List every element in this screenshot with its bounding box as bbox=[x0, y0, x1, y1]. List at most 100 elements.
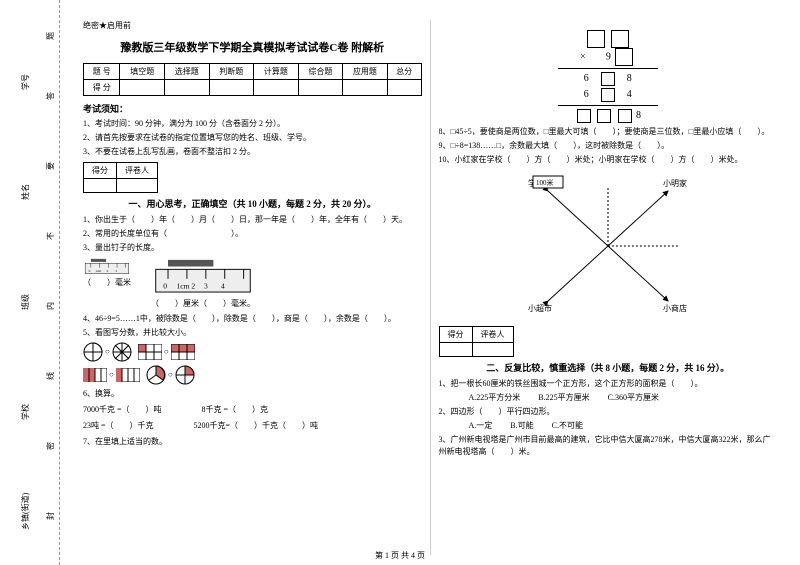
question-6: 6、换算。 bbox=[83, 388, 422, 400]
notice-2: 2、请首先按要求在试卷的指定位置填写您的姓名、班级、学号。 bbox=[83, 132, 422, 144]
svg-text:1cm: 1cm bbox=[95, 269, 101, 273]
svg-text:100米: 100米 bbox=[536, 178, 554, 187]
hint-1: 密 bbox=[45, 442, 56, 450]
score-table: 题 号 填空题 选择题 判断题 计算题 综合题 应用题 总分 得 分 bbox=[83, 63, 422, 96]
question-9: 9、□÷8=138……□，余数最大填（ ），这时被除数是（ ）。 bbox=[439, 140, 778, 152]
ruler-2: 0 1cm 2 3 4 （ ）厘米（ ）毫米。 bbox=[151, 258, 255, 309]
exam-title: 豫教版三年级数学下学期全真模拟考试试卷C卷 附解析 bbox=[83, 39, 422, 55]
d4: 4 bbox=[627, 89, 632, 100]
svg-text:4: 4 bbox=[221, 281, 225, 290]
cell: 计算题 bbox=[254, 64, 299, 80]
d3: 6 bbox=[584, 89, 589, 100]
s2q2-options: A.一定 B.可能 C.不可能 bbox=[439, 420, 778, 432]
marker-table: 得分评卷人 bbox=[83, 162, 158, 193]
circle-fraction-icon bbox=[83, 342, 103, 362]
cell: 选择题 bbox=[164, 64, 209, 80]
rect-fraction-icon bbox=[83, 368, 107, 382]
opt-b: B.225平方厘米 bbox=[538, 393, 589, 402]
hint-3: 内 bbox=[45, 302, 56, 310]
digit-box bbox=[587, 30, 605, 48]
section1-title: 一、用心思考，正确填空（共 10 小题，每题 2 分，共 20 分）。 bbox=[83, 197, 422, 210]
svg-text:0: 0 bbox=[89, 269, 91, 273]
frac-item: ○ bbox=[83, 365, 140, 385]
frac-item: ○ bbox=[146, 365, 195, 385]
ruler-1: 0 1cm 2 3 （ ）毫米 bbox=[83, 258, 131, 309]
d1: 6 bbox=[584, 73, 589, 84]
ruler-2-label: （ ）厘米（ ）毫米。 bbox=[151, 298, 255, 309]
ruler-row: 0 1cm 2 3 （ ）毫米 bbox=[83, 258, 422, 309]
cell: 评卷人 bbox=[472, 327, 513, 343]
binding-school: 学校 bbox=[20, 404, 31, 420]
underline bbox=[558, 68, 658, 69]
multiplication-problem: × 9 6 8 6 4 8 bbox=[439, 30, 778, 124]
question-1: 1、你出生于（ ）年（ ）月（ ）日，那一年是（ ）年，全年有（ ）天。 bbox=[83, 214, 422, 226]
fraction-row-2: ○ ○ bbox=[83, 365, 422, 385]
cell: 应用题 bbox=[343, 64, 388, 80]
notice-3: 3、不要在试卷上乱写乱画，卷面不整洁扣 2 分。 bbox=[83, 146, 422, 158]
left-column: 绝密★启用前 豫教版三年级数学下学期全真模拟考试试卷C卷 附解析 题 号 填空题… bbox=[75, 20, 431, 555]
q6b: 8千克 =（ ）克 bbox=[202, 404, 269, 416]
digit-box bbox=[615, 48, 633, 66]
binding-class: 班级 bbox=[20, 294, 31, 310]
cell: 得 分 bbox=[84, 80, 120, 96]
fraction-row-1: ○ ○ bbox=[83, 342, 422, 362]
mult-digit: 9 bbox=[606, 51, 611, 62]
question-2: 2、常用的长度单位有（ ）。 bbox=[83, 228, 422, 240]
binding-id: 学号 bbox=[20, 74, 31, 90]
question-8: 8、□45÷5，要使商是两位数，□里最大可填（ ）；要使商是三位数，□里最小应填… bbox=[439, 126, 778, 138]
ruler-1-label: （ ）毫米 bbox=[83, 277, 131, 288]
compass-s: 小超市 bbox=[528, 303, 552, 313]
opt-c: C.不可能 bbox=[552, 421, 583, 430]
s2-question-3: 3、广州新电视塔是广州市目前最高的建筑，它比中信大厦高278米，中信大厦高322… bbox=[439, 434, 778, 458]
opt-b: B.可能 bbox=[510, 421, 533, 430]
hint-7: 题 bbox=[45, 32, 56, 40]
hint-6: 答 bbox=[45, 92, 56, 100]
compass-diagram: 小明家 小商店 小超市 学校 100米 bbox=[518, 171, 698, 321]
binding-column: 乡镇(街道) 学校 班级 姓名 学号 封 密 线 内 不 要 答 题 bbox=[0, 0, 60, 565]
cell: 综合题 bbox=[298, 64, 343, 80]
hint-5: 要 bbox=[45, 162, 56, 170]
section2-title: 二、反复比较，慎重选择（共 8 小题，每题 2 分，共 16 分）。 bbox=[439, 361, 778, 374]
page-root: 乡镇(街道) 学校 班级 姓名 学号 封 密 线 内 不 要 答 题 绝密★启用… bbox=[0, 0, 800, 565]
conversion-row: 23吨 =（ ）千克 5200千克=（ ）千克（ ）吨 bbox=[83, 418, 422, 434]
digit-box bbox=[601, 88, 615, 102]
cell: 总分 bbox=[387, 64, 421, 80]
hint-2: 线 bbox=[45, 372, 56, 380]
confidential-label: 绝密★启用前 bbox=[83, 20, 422, 31]
svg-text:3: 3 bbox=[204, 281, 208, 290]
frac-item: ○ bbox=[83, 342, 132, 362]
hint-0: 封 bbox=[45, 512, 56, 520]
page-footer: 第 1 页 共 4 页 bbox=[0, 550, 800, 561]
cell: 判断题 bbox=[209, 64, 254, 80]
circle-fraction-icon bbox=[112, 342, 132, 362]
circle-fraction-icon bbox=[175, 365, 195, 385]
s2-question-1: 1、把一根长60厘米的铁丝围城一个正方形，这个正方形的面积是（ ）。 bbox=[439, 378, 778, 390]
digit-box bbox=[577, 109, 591, 123]
grid-fraction-icon bbox=[171, 344, 195, 360]
question-4: 4、46÷9=5……1中，被除数是（ ），除数是（ ），商是（ ），余数是（ ）… bbox=[83, 313, 422, 325]
frac-item: ○ bbox=[138, 342, 195, 362]
svg-text:3: 3 bbox=[115, 269, 117, 273]
svg-text:0: 0 bbox=[163, 281, 167, 290]
digit-box bbox=[597, 109, 611, 123]
question-7: 7、在里填上适当的数。 bbox=[83, 436, 422, 448]
table-row: 题 号 填空题 选择题 判断题 计算题 综合题 应用题 总分 bbox=[84, 64, 422, 80]
cell: 得分 bbox=[439, 327, 472, 343]
q6d: 5200千克=（ ）千克（ ）吨 bbox=[194, 420, 319, 432]
ruler-icon: 0 1cm 2 3 bbox=[83, 258, 131, 275]
digit-box bbox=[601, 72, 615, 86]
d2: 8 bbox=[627, 73, 632, 84]
question-3: 3、量出钉子的长度。 bbox=[83, 242, 422, 254]
question-5: 5、看图写分数，并比较大小。 bbox=[83, 327, 422, 339]
underline bbox=[558, 105, 658, 106]
q6c: 23吨 =（ ）千克 bbox=[83, 420, 154, 432]
notice-heading: 考试须知： bbox=[83, 102, 422, 115]
question-10: 10、小红家在学校（ ）方（ ）米处；小明家在学校（ ）方（ ）米处。 bbox=[439, 154, 778, 166]
content-area: 绝密★启用前 豫教版三年级数学下学期全真模拟考试试卷C卷 附解析 题 号 填空题… bbox=[60, 0, 800, 565]
compass-e: 小商店 bbox=[663, 303, 687, 313]
right-column: × 9 6 8 6 4 8 8、□45÷5，要使商是两位数，□里最大可填（ ）；… bbox=[431, 20, 786, 555]
circle-fraction-icon bbox=[146, 365, 166, 385]
grid-fraction-icon bbox=[138, 344, 162, 360]
cell: 评卷人 bbox=[117, 163, 158, 179]
conversion-row: 7000千克 =（ ）吨 8千克 =（ ）克 bbox=[83, 402, 422, 418]
